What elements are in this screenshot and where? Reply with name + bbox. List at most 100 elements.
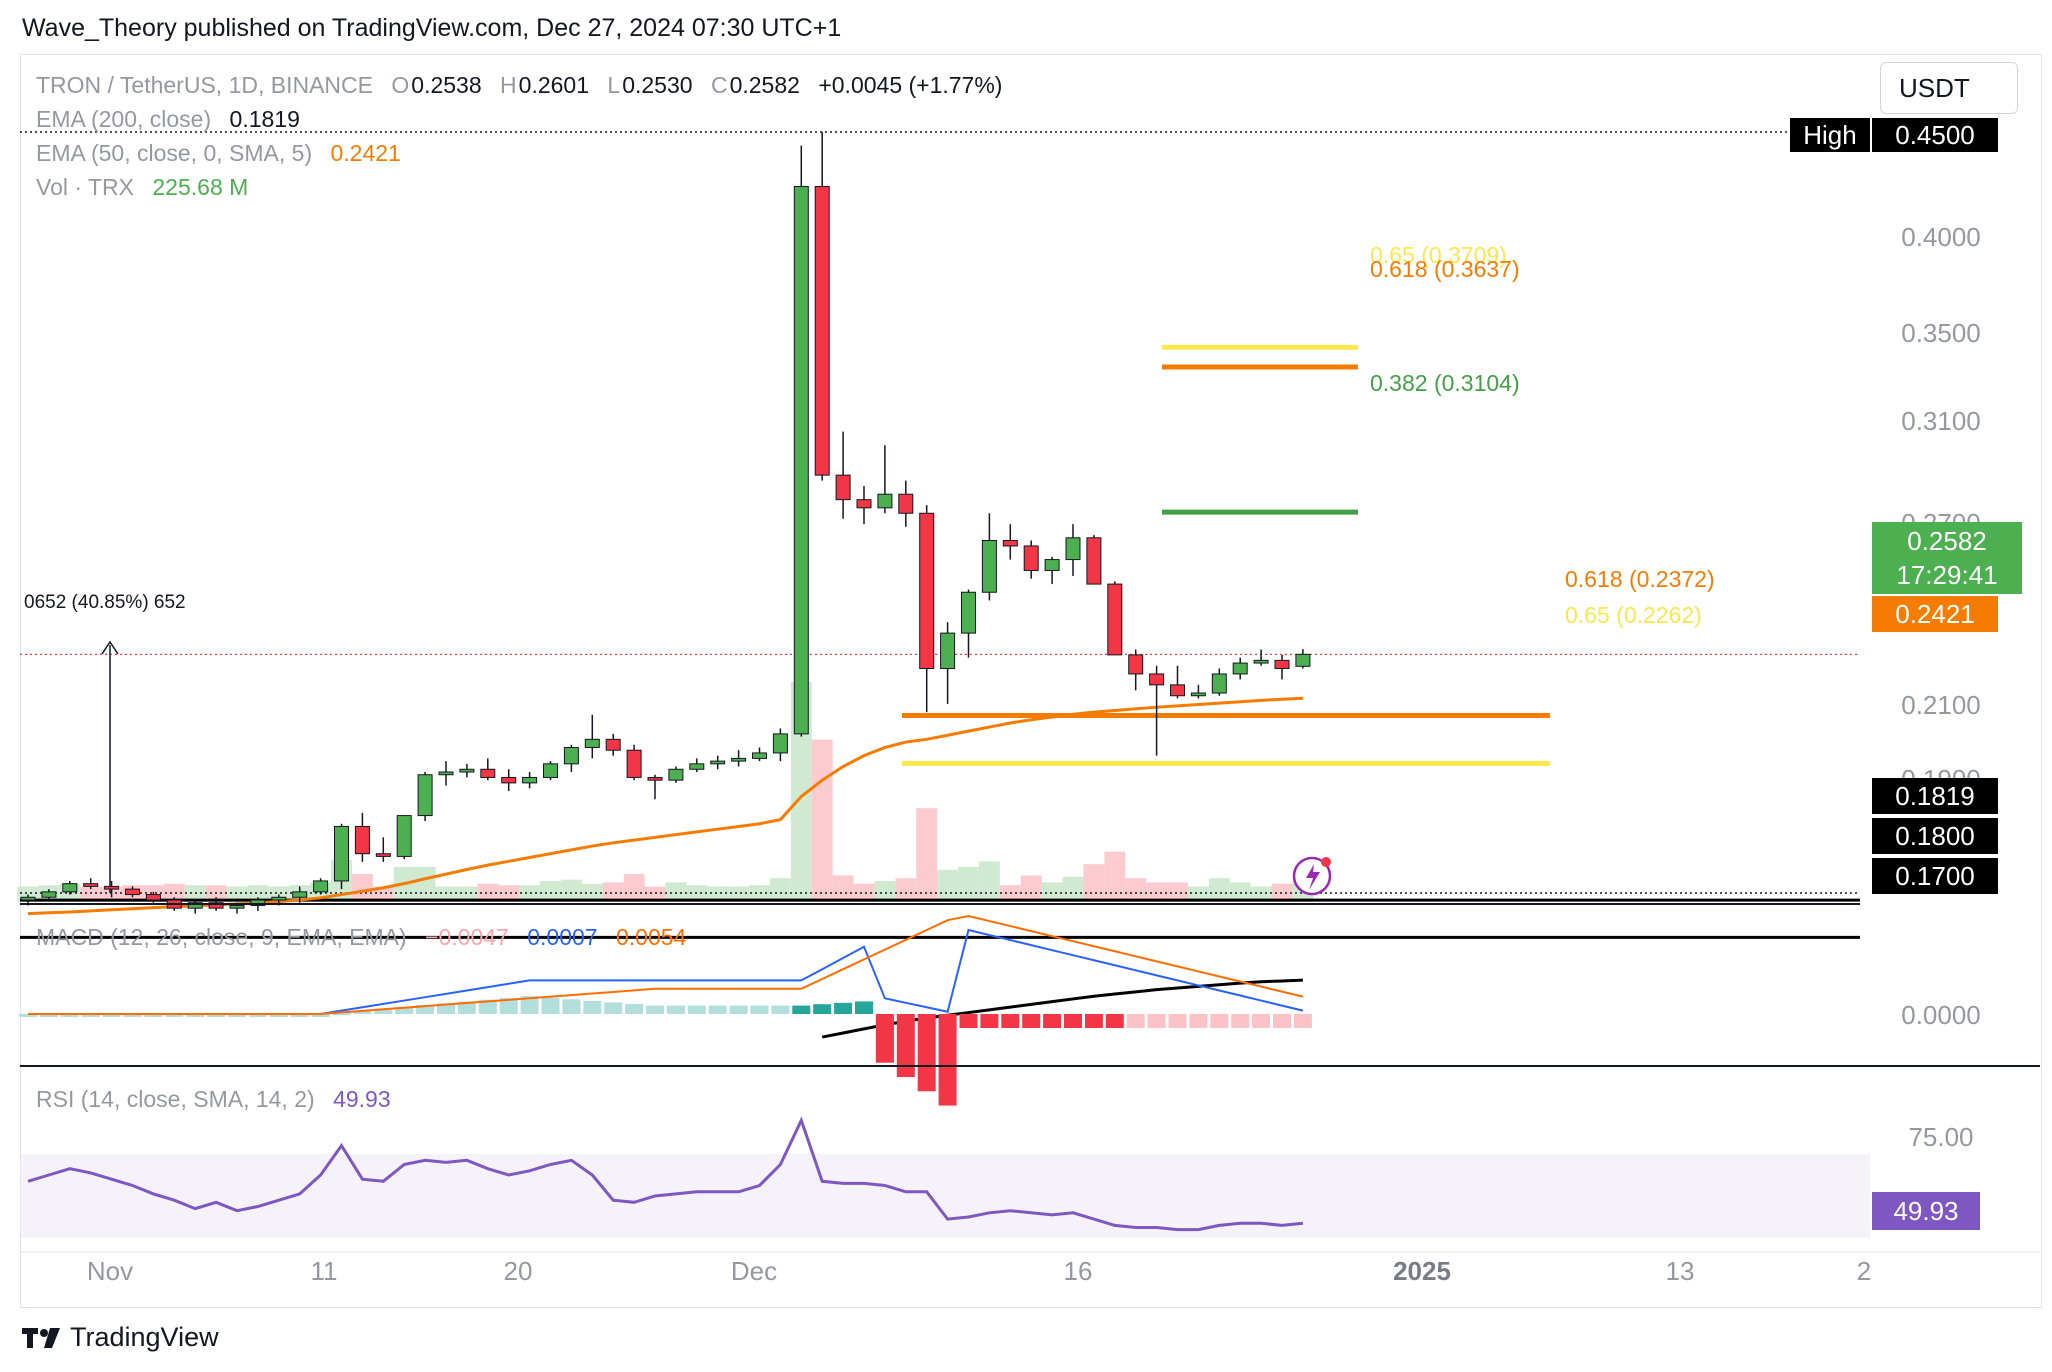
candle-body — [835, 474, 851, 501]
fib-label-0618-lower: 0.618 (0.2372) — [1565, 566, 1715, 592]
volume-bar — [560, 879, 582, 902]
candle — [731, 750, 747, 767]
macd-histogram-bar — [39, 1014, 58, 1017]
candle-body — [480, 768, 496, 778]
candle — [334, 823, 349, 890]
macd-histogram-bar — [1147, 1014, 1166, 1028]
candle — [292, 886, 308, 903]
legend-macd-row[interactable]: MACD (12, 26, close, 9, EMA, EMA) −0.004… — [36, 924, 688, 951]
volume-layer — [17, 682, 1314, 902]
volume-bar — [916, 808, 938, 902]
legend-symbol-row: TRON / TetherUS, 1D, BINANCE O0.2538 H0.… — [36, 72, 1004, 99]
tradingview-logo[interactable]: TradingView — [22, 1322, 219, 1353]
macd-histogram-bar — [1273, 1014, 1291, 1028]
candle — [543, 761, 558, 781]
ema200-label: EMA (200, close) — [36, 106, 212, 132]
candle — [145, 891, 161, 903]
macd-histogram-bar — [1001, 1014, 1020, 1028]
fib-label-0618-upper: 0.618 (0.3637) — [1370, 256, 1520, 282]
symbol-name[interactable]: TRON / TetherUS, 1D, BINANCE — [36, 72, 373, 98]
legend-rsi-row[interactable]: RSI (14, close, SMA, 14, 2) 49.93 — [36, 1086, 393, 1113]
candle-body — [522, 776, 538, 784]
macd-histogram-bar — [583, 1000, 602, 1014]
open-label: O — [391, 72, 410, 98]
low-label: L — [607, 72, 621, 98]
candle — [83, 878, 99, 890]
measure-arrow-head — [101, 640, 119, 655]
macd-histogram-bar — [437, 1003, 455, 1014]
candle-body — [1170, 684, 1185, 697]
candle-body — [814, 185, 830, 476]
volume-bar — [498, 885, 520, 902]
volume-bar — [832, 875, 854, 902]
legend-ema50-row[interactable]: EMA (50, close, 0, SMA, 5) 0.2421 — [36, 140, 403, 167]
macd-histogram-bar — [311, 1014, 330, 1017]
candle-body — [668, 768, 684, 781]
candle — [1295, 649, 1311, 669]
candle — [668, 766, 684, 783]
macd-histogram-bar — [353, 1010, 372, 1014]
candle — [814, 132, 830, 481]
macd-histogram-bar — [959, 1014, 978, 1028]
candle — [877, 445, 893, 514]
macd-zero-tick: 0.0000 — [1901, 1000, 1981, 1030]
time-axis-tick: 13 — [1665, 1256, 1695, 1286]
legend-volume-row[interactable]: Vol · TRX 225.68 M — [36, 174, 250, 201]
ema200-value: 0.1819 — [229, 106, 300, 132]
fib-label-0382: 0.382 (0.3104) — [1370, 370, 1520, 396]
candle-body — [417, 774, 433, 817]
macd-histogram-bar — [499, 997, 518, 1014]
candle-body — [563, 746, 579, 765]
volume-bar — [623, 874, 645, 902]
open-value: 0.2538 — [411, 72, 482, 98]
macd-histogram-bar — [1022, 1014, 1041, 1028]
candle-body — [1128, 654, 1144, 675]
volume-bar — [247, 885, 269, 902]
time-axis-tick: 16 — [1063, 1256, 1093, 1286]
close-label: C — [710, 72, 728, 98]
candle — [438, 761, 454, 786]
macd-histogram-bar — [186, 1014, 205, 1017]
rsi-label: RSI (14, close, SMA, 14, 2) — [36, 1086, 315, 1112]
macd-histogram-bar — [625, 1004, 644, 1014]
candle-body — [20, 896, 36, 901]
macd-histogram-bar — [332, 1012, 351, 1016]
candle-body — [1149, 673, 1165, 686]
macd-histogram-bar — [1126, 1014, 1145, 1028]
macd-histogram-bar — [290, 1014, 309, 1017]
candle-body — [334, 825, 349, 882]
candle — [375, 837, 391, 862]
candle-body — [229, 904, 245, 909]
volume-bar — [163, 883, 185, 902]
legend-ema200-row[interactable]: EMA (200, close) 0.1819 — [36, 106, 302, 133]
macd-line-value: 0.0007 — [527, 924, 598, 950]
candle — [62, 880, 78, 895]
candle — [605, 733, 621, 756]
currency-unit-selector[interactable]: USDT — [1880, 62, 2018, 114]
macd-histogram-bar — [248, 1014, 267, 1017]
candle-body — [1044, 559, 1060, 571]
volume-bar — [1104, 851, 1126, 902]
alert-clock-icon — [1292, 856, 1332, 896]
volume-bar — [477, 883, 499, 902]
alert-icon-dot — [1321, 857, 1331, 867]
chart-frame — [20, 54, 2042, 1308]
candle-body — [793, 185, 809, 735]
macd-histogram-bar — [1189, 1014, 1208, 1028]
candle — [1190, 684, 1206, 699]
macd-histogram-bar — [165, 1014, 184, 1017]
candle-body — [1211, 673, 1227, 694]
candle — [689, 758, 705, 772]
candle — [125, 886, 140, 898]
candle-body — [543, 763, 558, 778]
candle — [1086, 535, 1102, 585]
volume-bar — [1167, 882, 1188, 902]
macd-histogram-bar — [123, 1014, 142, 1017]
candle — [1107, 581, 1123, 656]
macd-histogram-bar — [478, 999, 497, 1014]
macd-histogram-bar — [729, 1005, 748, 1014]
candle — [772, 728, 788, 762]
candle-body — [752, 752, 767, 759]
candle-body — [187, 902, 203, 909]
